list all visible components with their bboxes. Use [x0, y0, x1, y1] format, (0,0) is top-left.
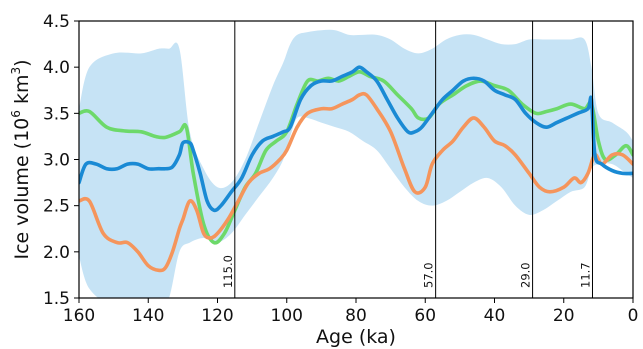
series-line-2 — [79, 91, 633, 273]
y-tick-label: 4.0 — [43, 58, 70, 78]
series-line-1 — [79, 69, 633, 245]
y-tick-label: 1.5 — [43, 289, 70, 309]
series-line-3 — [79, 65, 633, 213]
x-tick-label: 120 — [201, 306, 233, 326]
x-tick-label: 0 — [628, 306, 639, 326]
x-tick-label: 160 — [63, 306, 95, 326]
x-tick-label: 100 — [271, 306, 303, 326]
event-label-57.0: 57.0 — [422, 262, 436, 288]
x-axis-label: Age (ka) — [316, 326, 396, 348]
x-tick-label: 40 — [484, 306, 506, 326]
x-tick-label: 20 — [553, 306, 575, 326]
event-label-11.7: 11.7 — [578, 262, 592, 288]
x-tick-label: 80 — [345, 306, 367, 326]
y-axis-label: Ice volume (106 km3) — [9, 59, 33, 259]
x-tick-label: 140 — [132, 306, 164, 326]
event-label-115.0: 115.0 — [221, 255, 235, 288]
y-tick-label: 4.5 — [43, 12, 70, 32]
y-tick-label: 3.5 — [43, 104, 70, 124]
x-tick-label: 60 — [414, 306, 436, 326]
y-tick-label: 3.0 — [43, 151, 70, 171]
y-tick-label: 2.0 — [43, 243, 70, 263]
y-tick-label: 2.5 — [43, 197, 70, 217]
event-label-29.0: 29.0 — [519, 262, 533, 288]
